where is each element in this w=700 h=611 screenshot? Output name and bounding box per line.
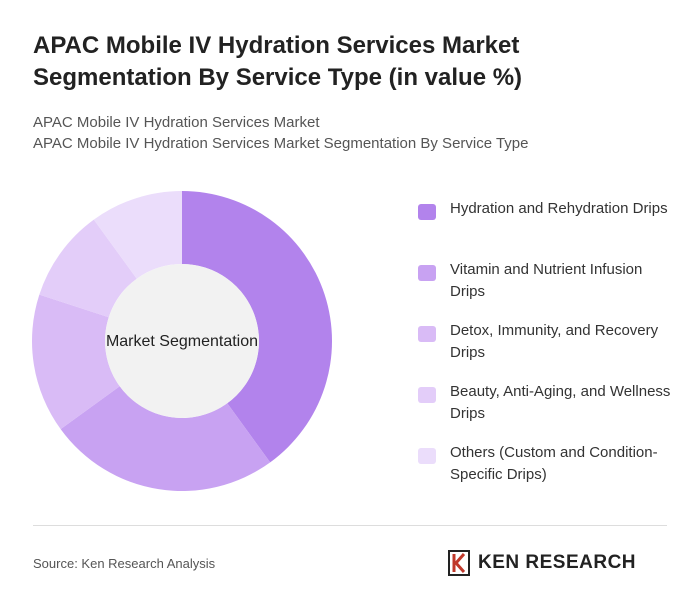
donut-chart: Market Segmentation: [32, 191, 332, 491]
divider: [33, 525, 667, 526]
legend-swatch: [418, 387, 436, 403]
legend-label: Hydration and Rehydration Drips: [450, 200, 668, 217]
legend-label: Vitamin and Nutrient Infusion Drips: [450, 261, 643, 300]
brand-name: KEN RESEARCH: [478, 552, 637, 573]
donut-segment: [182, 191, 332, 463]
legend-label: Detox, Immunity, and Recovery Drips: [450, 322, 659, 361]
donut-segment: [60, 386, 271, 491]
legend-item: Detox, Immunity, and Recovery Drips: [418, 320, 678, 381]
legend-swatch: [418, 204, 436, 220]
legend-swatch: [418, 448, 436, 464]
donut-segment: [32, 294, 120, 430]
center-label: Market Segmentation: [106, 333, 258, 350]
chart-title: APAC Mobile IV Hydration Services Market…: [33, 32, 523, 91]
source: Source: Ken Research Analysis: [33, 556, 216, 571]
subtitle: APAC Mobile IV Hydration Services Market…: [33, 135, 529, 152]
legend-swatch: [418, 326, 436, 342]
donut-segment: [93, 191, 182, 279]
legend-item: Vitamin and Nutrient Infusion Drips: [418, 259, 678, 320]
donut-segment: [39, 219, 137, 318]
legend-label: Beauty, Anti-Aging, and Wellness Drips: [450, 383, 671, 422]
subtitle: APAC Mobile IV Hydration Services Market: [33, 114, 320, 131]
legend-label: Others (Custom and Condition-Specific Dr…: [450, 444, 658, 483]
legend: Hydration and Rehydration Drips Vitamin a…: [418, 198, 678, 503]
donut-hole: [105, 264, 259, 418]
legend-item: Others (Custom and Condition-Specific Dr…: [418, 442, 678, 503]
legend-item: Hydration and Rehydration Drips: [418, 198, 678, 259]
logo-icon: [448, 550, 470, 576]
legend-swatch: [418, 265, 436, 281]
legend-item: Beauty, Anti-Aging, and Wellness Drips: [418, 381, 678, 442]
